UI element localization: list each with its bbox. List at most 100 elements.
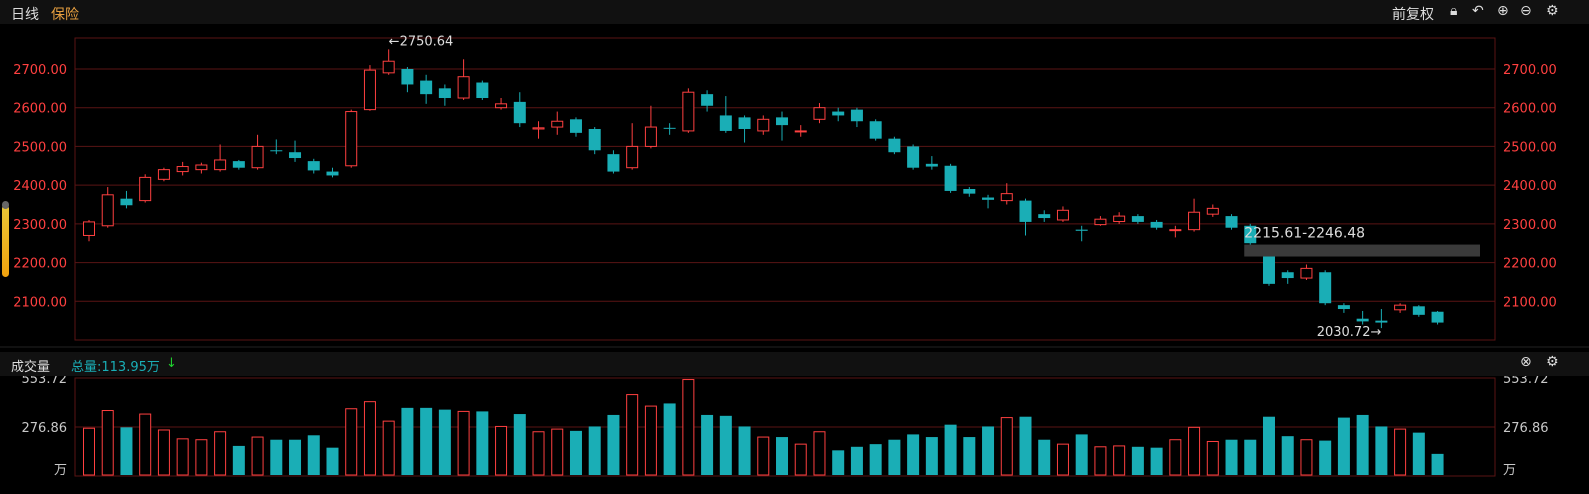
volume-header: 成交量 总量:113.95万 ↓ ⊗ ⚙ (0, 352, 1589, 376)
volume-bar (1431, 453, 1444, 475)
volume-bar (176, 438, 189, 476)
candle-body (1412, 306, 1425, 315)
candle-body (832, 111, 845, 116)
candle-body (551, 120, 564, 128)
candle-body (607, 154, 620, 172)
volume-bar (944, 424, 957, 475)
candle-body (495, 103, 508, 109)
volume-title: 成交量 (11, 360, 51, 375)
volume-bar (1038, 439, 1051, 475)
chart-header: 日线 保险 前复权 🔒︎ ↶ ⊕ ⊖ ⚙ (0, 0, 1589, 24)
candle-body (1281, 272, 1294, 279)
low-annotation: 2030.72→ (1317, 325, 1382, 340)
price-band (1244, 244, 1480, 257)
volume-bar (794, 443, 807, 476)
candle-body (195, 164, 208, 171)
volume-bar (495, 425, 508, 476)
candle-body (438, 88, 451, 99)
candle-body (757, 118, 770, 132)
volume-bar (1169, 439, 1182, 476)
adjust-label[interactable]: 前复权 (1392, 7, 1434, 23)
lock-icon[interactable]: 🔒︎ (1450, 3, 1458, 19)
close-icon[interactable]: ⊗ (1520, 354, 1532, 370)
candle-body (1131, 216, 1144, 222)
candle-body (1000, 193, 1013, 202)
candle-body (420, 80, 433, 95)
candle-body (944, 165, 957, 191)
candle-body (738, 117, 751, 129)
candle-body (157, 169, 170, 180)
volume-bar (925, 437, 938, 475)
volume-bar (551, 428, 564, 476)
volume-bar (869, 444, 882, 475)
candle-body (1150, 221, 1163, 228)
gear-icon[interactable]: ⚙ (1546, 354, 1559, 370)
volume-bar (1337, 417, 1350, 475)
price-tick-right: 2400.00 (1503, 179, 1557, 194)
volume-bar (101, 410, 114, 476)
volume-bar (83, 427, 95, 476)
scroll-handle[interactable] (2, 201, 9, 277)
volume-bar (1019, 416, 1032, 475)
candle-body (476, 82, 489, 99)
candle-body (1431, 311, 1444, 323)
high-annotation: ←2750.64 (389, 34, 454, 49)
candle-body (776, 117, 789, 126)
volume-bar (982, 426, 995, 475)
zoom-out-icon[interactable]: ⊖ (1520, 3, 1532, 19)
candle-body (1225, 216, 1238, 228)
period-label[interactable]: 日线 (11, 7, 39, 23)
volume-bar (326, 447, 339, 475)
zoom-in-icon[interactable]: ⊕ (1497, 3, 1509, 19)
candle-body (569, 119, 582, 133)
volume-bar (644, 405, 657, 476)
candle-body (457, 76, 470, 99)
candle-body (1075, 229, 1088, 231)
gear-icon[interactable]: ⚙ (1546, 3, 1559, 19)
volume-bar (1244, 439, 1257, 475)
volume-bar (776, 437, 789, 475)
candle-body (813, 107, 826, 120)
undo-icon[interactable]: ↶ (1472, 3, 1484, 19)
price-tick-right: 2200.00 (1503, 257, 1557, 272)
volume-bar (1375, 426, 1388, 475)
candle-body (176, 166, 189, 173)
volume-bar (382, 420, 395, 476)
candle-body (1019, 200, 1032, 222)
volume-bar (1281, 436, 1294, 475)
volume-bar (214, 431, 227, 476)
volume-bar (1356, 414, 1369, 475)
volume-bar (289, 439, 302, 475)
volume-bar (888, 439, 901, 475)
price-tick-left: 2100.00 (13, 295, 67, 310)
volume-bar (1056, 443, 1069, 476)
volume-bar (532, 431, 545, 476)
volume-bar (907, 434, 920, 475)
candle-body (1394, 304, 1407, 311)
price-tick-right: 2300.00 (1503, 218, 1557, 233)
volume-bar (270, 439, 283, 475)
volume-bar (607, 414, 620, 475)
volume-bar (195, 439, 208, 476)
candle-body (83, 221, 95, 236)
price-tick-left: 2600.00 (13, 102, 67, 117)
price-tick-right: 2700.00 (1503, 63, 1557, 78)
candle-body (963, 189, 976, 194)
down-arrow-icon: ↓ (166, 356, 177, 371)
candle-body (1337, 305, 1350, 310)
candle-body (532, 127, 545, 130)
candle-body (345, 111, 358, 167)
price-tick-right: 2500.00 (1503, 140, 1557, 155)
volume-bar (1394, 428, 1407, 476)
candle-body (1244, 225, 1257, 244)
volume-bar (401, 407, 414, 475)
candle-body (1206, 207, 1219, 215)
candle-body (1356, 318, 1369, 322)
volume-bar (157, 429, 170, 476)
volume-bar (476, 411, 489, 475)
candle-body (701, 94, 714, 106)
volume-bar (363, 401, 376, 476)
candle-body (101, 194, 114, 227)
volume-bar (1131, 446, 1144, 475)
candle-body (251, 145, 264, 169)
